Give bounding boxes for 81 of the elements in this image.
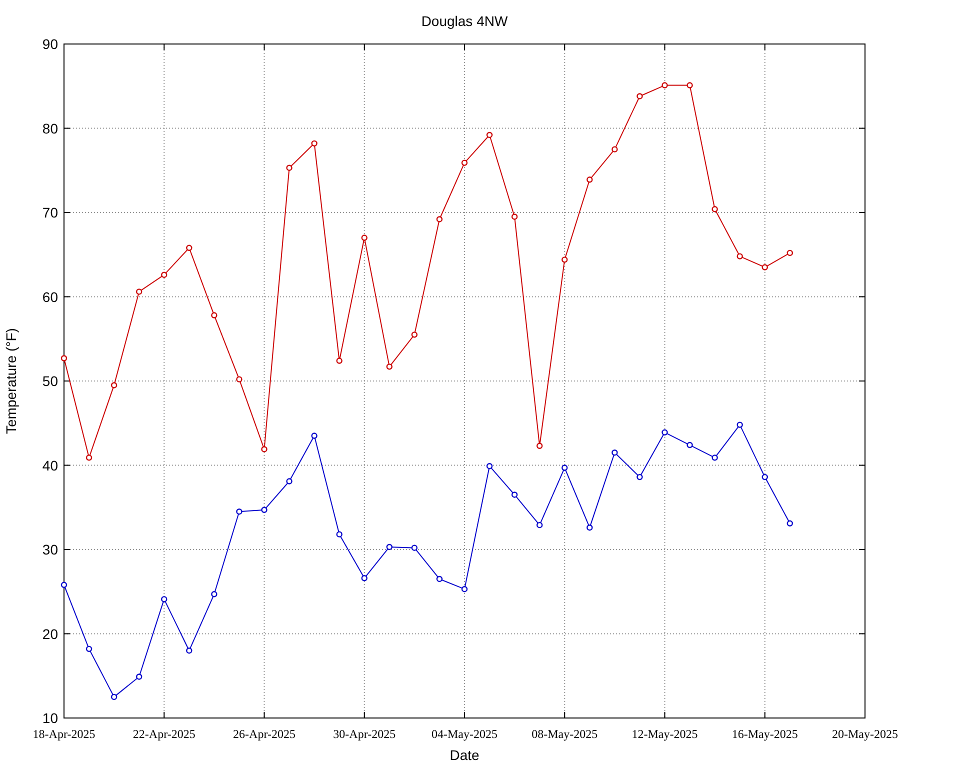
x-tick-label: 12-May-2025 <box>632 727 698 741</box>
y-tick-label: 20 <box>42 626 58 642</box>
point <box>636 474 643 480</box>
point <box>136 288 142 295</box>
point <box>161 272 168 278</box>
point <box>786 250 794 256</box>
point <box>636 93 643 100</box>
point <box>712 454 718 461</box>
y-axis-title: Temperature (°F) <box>3 328 19 434</box>
point <box>110 694 118 700</box>
point <box>60 355 68 362</box>
point <box>211 312 218 318</box>
point <box>486 462 493 470</box>
point <box>436 576 443 582</box>
point <box>236 376 242 382</box>
point <box>436 216 443 222</box>
point <box>612 450 618 456</box>
point <box>336 531 342 538</box>
point <box>286 164 292 171</box>
point <box>762 264 768 270</box>
point <box>562 256 568 263</box>
x-tick-label: 20-May-2025 <box>832 727 898 741</box>
y-tick-label: 50 <box>42 373 58 389</box>
point <box>686 442 693 448</box>
point <box>211 591 218 598</box>
point <box>361 234 368 241</box>
point <box>411 332 418 338</box>
point <box>60 582 68 588</box>
point <box>86 454 92 461</box>
x-tick-label: 18-Apr-2025 <box>32 727 96 741</box>
point <box>786 520 794 526</box>
chart-title: Douglas 4NW <box>421 13 508 29</box>
point <box>311 432 318 439</box>
point <box>562 464 568 471</box>
point <box>86 646 92 652</box>
point <box>662 429 668 436</box>
point <box>261 446 268 452</box>
point <box>536 442 543 449</box>
x-tick-label: 04-May-2025 <box>432 727 498 741</box>
point <box>186 648 192 654</box>
point <box>461 160 468 166</box>
point <box>511 492 518 498</box>
point <box>411 544 418 551</box>
point <box>386 544 393 550</box>
x-tick-label: 26-Apr-2025 <box>233 727 296 741</box>
point <box>736 422 743 428</box>
point <box>486 132 493 138</box>
point <box>161 596 168 602</box>
point <box>336 358 342 364</box>
point <box>236 508 242 515</box>
point <box>461 586 468 592</box>
y-tick-label: 40 <box>42 457 58 474</box>
y-tick-label: 70 <box>42 204 58 220</box>
x-axis-title: Date <box>450 747 480 763</box>
point <box>686 82 693 88</box>
point <box>261 506 268 513</box>
point <box>536 522 543 528</box>
point <box>662 82 668 88</box>
point <box>136 674 142 680</box>
point <box>712 206 718 212</box>
x-tick-label: 30-Apr-2025 <box>333 727 396 741</box>
y-tick-label: 80 <box>42 120 58 136</box>
point <box>762 474 768 480</box>
point <box>386 364 393 370</box>
point <box>110 382 118 388</box>
y-tick-label: 90 <box>42 36 58 52</box>
point <box>286 478 292 484</box>
point <box>586 176 593 183</box>
point <box>511 214 518 220</box>
x-tick-label: 16-May-2025 <box>732 727 798 741</box>
y-tick-label: 30 <box>42 542 58 558</box>
point <box>612 146 618 152</box>
y-tick-label: 10 <box>42 710 58 726</box>
y-tick-label: 60 <box>42 288 58 305</box>
x-tick-label: 08-May-2025 <box>532 727 598 741</box>
point <box>311 140 318 147</box>
point <box>736 253 743 260</box>
x-tick-label: 22-Apr-2025 <box>132 727 196 741</box>
point <box>361 575 368 582</box>
point <box>586 524 593 531</box>
point <box>186 244 192 251</box>
